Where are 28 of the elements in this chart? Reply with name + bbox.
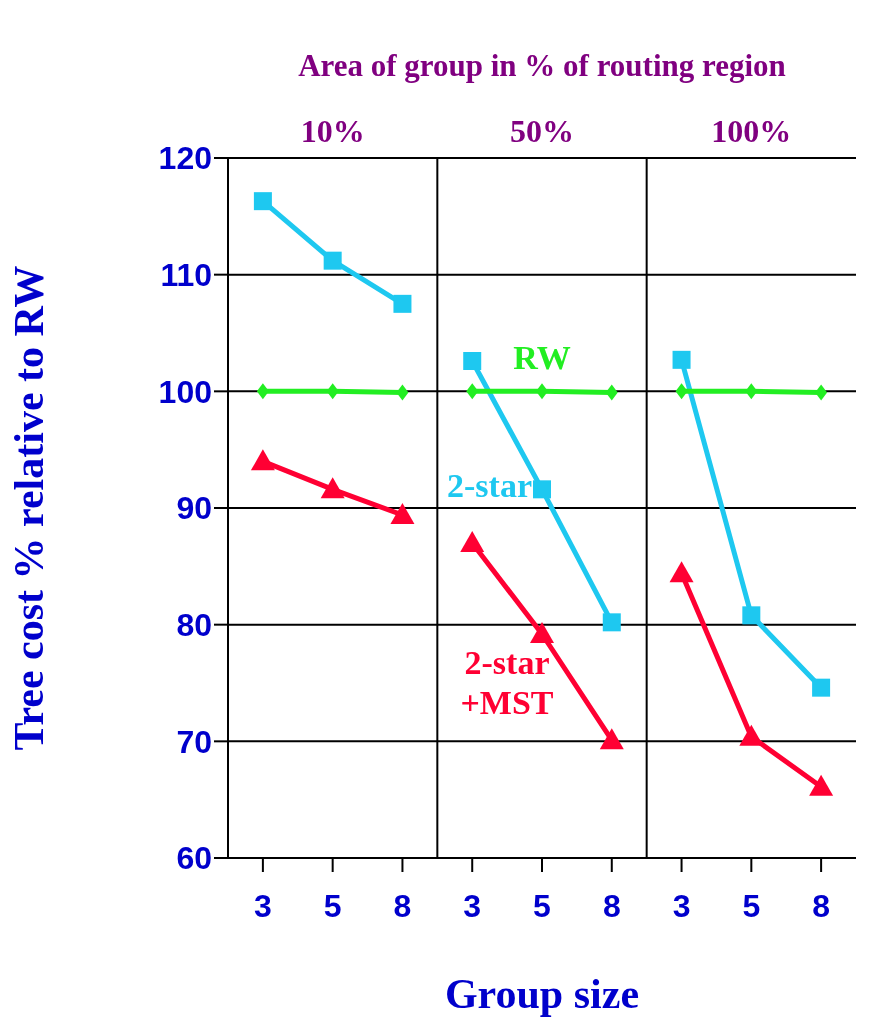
x-tick-label: 8 [812, 887, 831, 924]
point [256, 383, 269, 400]
y-tick-label: 100 [158, 373, 212, 410]
series-label: RW [513, 339, 571, 377]
text: 100% [710, 113, 793, 150]
series-label: 2-star [447, 467, 532, 505]
y-tick-label: 110 [160, 257, 212, 294]
x-tick-label: 8 [393, 887, 412, 924]
point [326, 383, 339, 400]
point [396, 384, 409, 401]
x-tick-label: 3 [672, 887, 691, 924]
y-tick-label: 80 [176, 607, 212, 644]
chart-title: Area of group in % of routing region [297, 48, 787, 84]
y-tick-label: 70 [176, 723, 212, 760]
y-tick-label: 120 [158, 140, 212, 177]
x-axis-title: Group size [444, 971, 640, 1017]
series-label: 2-star +MST [460, 644, 554, 721]
x-tick-label: 3 [463, 887, 482, 924]
text: 10% [300, 113, 365, 149]
x-tick-label: 5 [323, 887, 342, 924]
text: 50% [509, 113, 575, 150]
x-tick-label: 8 [602, 887, 621, 924]
x-tick-label: 3 [253, 887, 272, 924]
y-axis-title: Tree cost % relative to RW [5, 265, 52, 751]
x-tick-label: 5 [742, 887, 761, 924]
y-tick-label: 90 [176, 490, 212, 527]
y-tick-label: 60 [176, 840, 212, 877]
x-tick-label: 5 [533, 887, 551, 924]
